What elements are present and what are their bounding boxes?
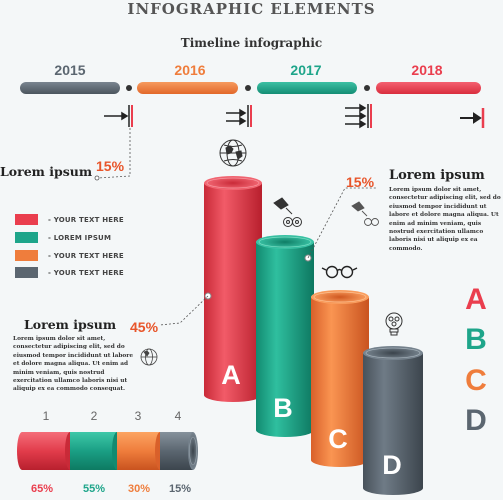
- legend-label: - YOUR TEXT HERE: [48, 252, 124, 260]
- timeline-dot: [364, 85, 370, 91]
- cylinder-letter-c: C: [328, 424, 348, 454]
- side-letter-b: B: [465, 323, 487, 356]
- left-note-percent: 15%: [96, 158, 125, 174]
- year-2018: 2018: [411, 62, 443, 78]
- right-note-heading: Lorem ipsum: [389, 168, 485, 183]
- segment-percent: 65%: [30, 483, 54, 495]
- timeline-bar-2018: [376, 82, 481, 94]
- left-note-heading: Lorem ipsum: [0, 164, 93, 179]
- cylinder-c: [311, 290, 369, 467]
- glasses-icon: [321, 265, 358, 279]
- side-letter-c: C: [465, 364, 487, 397]
- cylinder-a: [204, 176, 262, 402]
- arrow-icon: [345, 103, 372, 129]
- segment-percent: 15%: [168, 483, 192, 495]
- globe-icon: [140, 348, 158, 366]
- legend-swatch: [15, 267, 38, 278]
- timeline-bar-2016: [137, 82, 238, 94]
- mid-note-heading: Lorem ipsum: [24, 317, 117, 332]
- timeline-bar-2017: [257, 82, 357, 94]
- segment-number: 2: [90, 409, 98, 423]
- legend-label: - LOREM IPSUM: [48, 234, 112, 242]
- segment-percent: 55%: [82, 483, 106, 495]
- year-2017: 2017: [290, 62, 322, 78]
- segment-number: 1: [42, 409, 50, 423]
- gears-icon: [351, 201, 379, 226]
- gears-icon: [273, 197, 302, 227]
- page-subtitle: Timeline infographic: [180, 36, 323, 50]
- legend-label: - YOUR TEXT HERE: [48, 269, 124, 277]
- right-note-body: Lorem ipsum dolor sit amet, consectetur …: [389, 187, 501, 252]
- year-2016: 2016: [174, 62, 206, 78]
- timeline-dot: [126, 85, 132, 91]
- timeline-dot: [245, 85, 251, 91]
- timeline-bar-2015: [20, 82, 120, 94]
- arrow-icon: [460, 108, 485, 128]
- legend-label: - YOUR TEXT HERE: [48, 216, 124, 224]
- side-letter-d: D: [465, 404, 487, 437]
- right-note-percent: 15%: [346, 174, 375, 190]
- cylinder-d: [363, 346, 423, 495]
- arrow-icon: [104, 105, 133, 127]
- cylinder-letter-b: B: [273, 393, 293, 423]
- arrow-icon: [226, 105, 252, 127]
- globe-icon: [219, 139, 247, 167]
- page-title: INFOGRAPHIC ELEMENTS: [127, 0, 376, 18]
- cylinder-letter-d: D: [382, 450, 402, 480]
- lightbulb-icon: [385, 312, 403, 336]
- legend-swatch: [15, 250, 38, 261]
- mid-note-percent: 45%: [130, 319, 159, 335]
- cylinder-b: [256, 235, 314, 437]
- legend-swatch: [15, 232, 38, 243]
- cylinder-letter-a: A: [221, 360, 241, 390]
- bottom-progress-bar: [17, 432, 198, 470]
- segment-percent: 30%: [127, 483, 151, 495]
- segment-number: 3: [134, 409, 142, 423]
- segment-number: 4: [174, 409, 182, 423]
- legend-swatch: [15, 214, 38, 225]
- mid-note-body: Lorem ipsum dolor sit amet, consectetur …: [13, 336, 134, 393]
- side-letter-a: A: [465, 283, 487, 316]
- year-2015: 2015: [54, 62, 86, 78]
